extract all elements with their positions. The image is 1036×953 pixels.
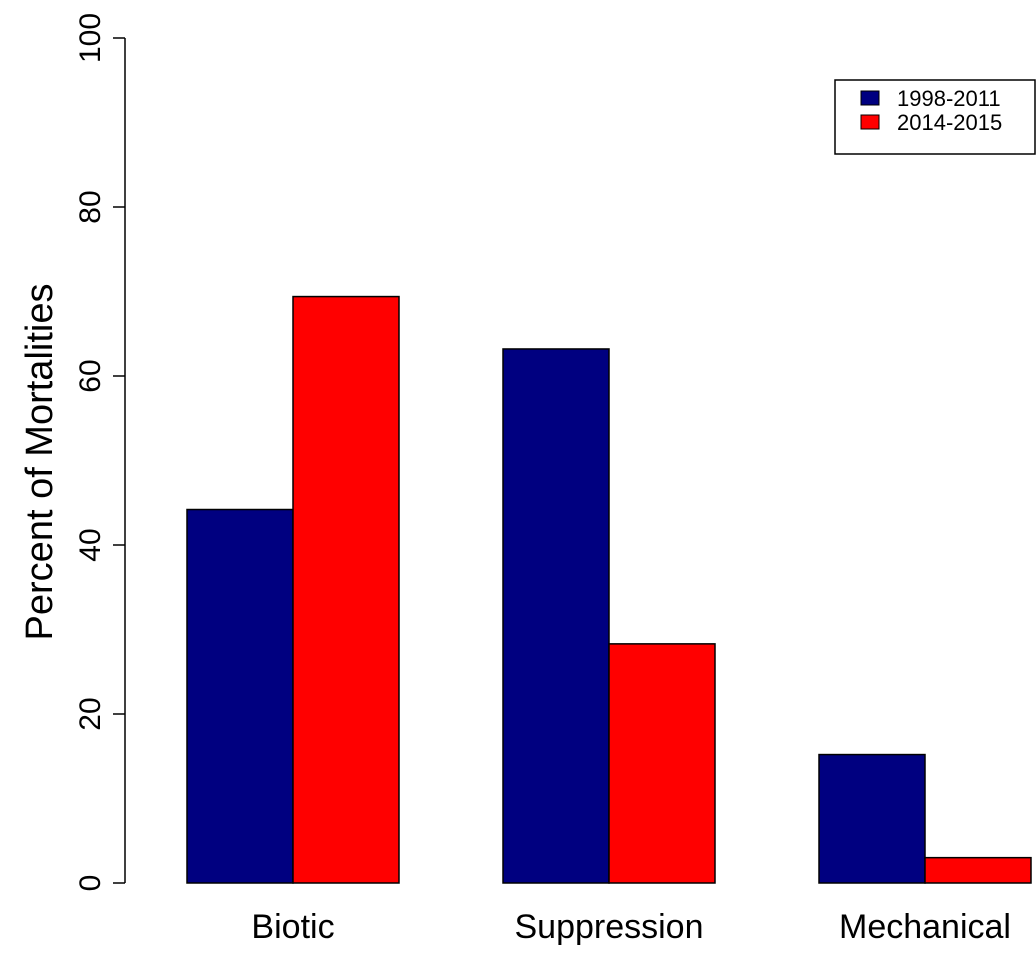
bar <box>186 508 294 884</box>
x-tick-label: Suppression <box>514 908 703 946</box>
bar <box>608 643 716 884</box>
y-tick-label: 60 <box>74 359 107 392</box>
legend-label: 2014-2015 <box>897 110 1002 135</box>
y-axis: 0 20 40 60 80 100 <box>74 13 126 892</box>
x-axis-labels: Biotic Suppression Mechanical <box>251 908 1011 946</box>
y-tick-label: 20 <box>74 697 107 730</box>
x-tick-label: Biotic <box>251 908 334 946</box>
y-tick-label: 100 <box>74 13 107 63</box>
y-tick-label: 40 <box>74 528 107 561</box>
y-axis-label: Percent of Mortalities <box>19 284 61 641</box>
bars-group <box>186 295 1032 884</box>
y-tick-label: 0 <box>74 875 107 892</box>
bar <box>924 856 1032 884</box>
bar <box>502 348 610 884</box>
x-tick-label: Mechanical <box>839 908 1011 946</box>
legend-swatch <box>860 90 880 106</box>
y-tick-label: 80 <box>74 190 107 223</box>
bar <box>292 295 400 884</box>
legend-swatch <box>860 114 880 130</box>
bar <box>818 753 926 884</box>
legend-box <box>834 79 1036 155</box>
legend-label: 1998-2011 <box>897 86 1001 111</box>
